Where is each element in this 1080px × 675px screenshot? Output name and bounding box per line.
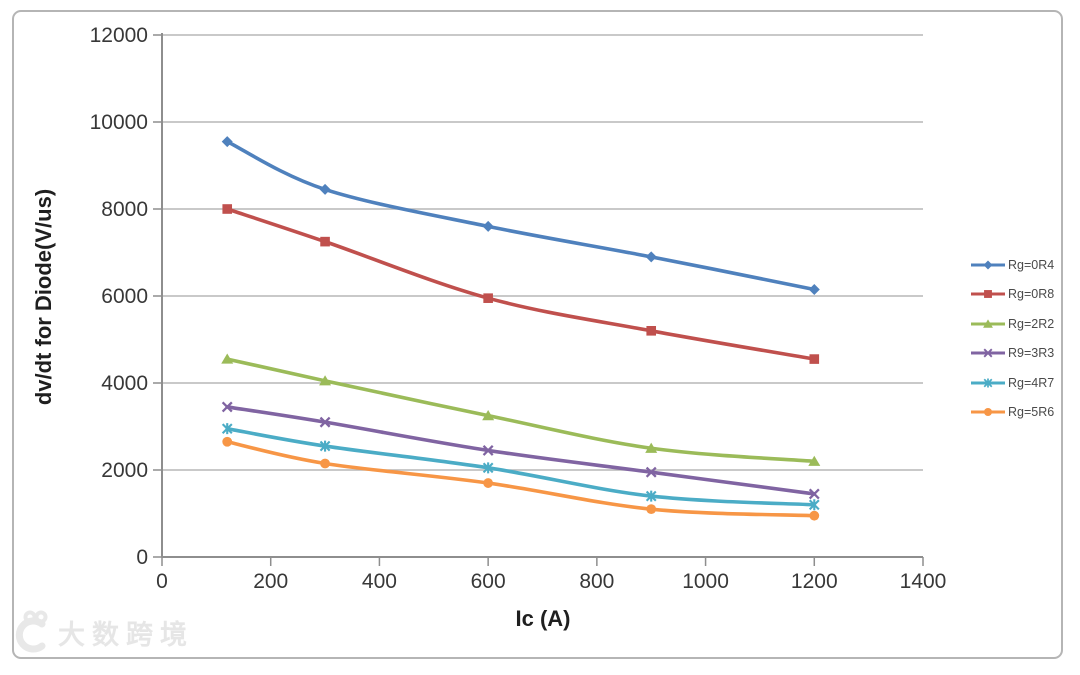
marker-asterisk-icon bbox=[645, 490, 657, 502]
y-tick-label: 12000 bbox=[90, 24, 148, 47]
marker-asterisk-icon bbox=[319, 440, 331, 452]
marker-asterisk-icon bbox=[482, 462, 494, 474]
y-tick-label: 8000 bbox=[101, 198, 148, 221]
marker-x-icon bbox=[983, 348, 993, 358]
watermark-logo-icon bbox=[15, 610, 48, 653]
marker-circle-icon bbox=[646, 504, 657, 515]
x-axis-title: Ic (A) bbox=[515, 606, 571, 631]
legend-label: Rg=0R4 bbox=[1008, 257, 1055, 272]
marker-triangle-icon bbox=[319, 375, 332, 386]
series-line-Rg=0R4 bbox=[225, 139, 817, 292]
legend-key-icon bbox=[971, 378, 1005, 388]
y-tick-label: 6000 bbox=[101, 285, 148, 308]
chart-frame bbox=[12, 10, 1063, 659]
marker-square-icon bbox=[646, 326, 657, 336]
marker-asterisk-icon bbox=[983, 378, 993, 388]
x-tick-label: 200 bbox=[253, 570, 288, 593]
marker-triangle-icon bbox=[221, 353, 234, 364]
marker-diamond-icon bbox=[221, 136, 233, 148]
watermark-text: 大数跨境 bbox=[58, 619, 194, 650]
marker-diamond-icon bbox=[808, 283, 820, 295]
marker-triangle-icon bbox=[983, 319, 993, 328]
y-tick-label: 10000 bbox=[90, 111, 148, 134]
legend-item: R9=3R3 bbox=[971, 339, 1054, 369]
series-line-Rg=5R6 bbox=[225, 439, 817, 518]
legend-label: Rg=2R2 bbox=[1008, 316, 1055, 331]
x-tick-label: 800 bbox=[579, 570, 614, 593]
x-tick-label: 400 bbox=[362, 570, 397, 593]
legend-key-icon bbox=[971, 408, 1005, 417]
legend-item: Rg=4R7 bbox=[971, 368, 1054, 398]
marker-square-icon bbox=[809, 354, 820, 364]
y-tick-label: 2000 bbox=[101, 459, 148, 482]
legend-item: Rg=0R8 bbox=[971, 280, 1054, 310]
legend-label: R9=3R3 bbox=[1008, 346, 1055, 361]
marker-asterisk-icon bbox=[221, 423, 233, 435]
x-tick-label: 0 bbox=[156, 570, 168, 593]
marker-circle-icon bbox=[809, 510, 820, 521]
marker-triangle-icon bbox=[808, 455, 821, 466]
legend-key-icon bbox=[971, 348, 1005, 358]
marker-diamond-icon bbox=[482, 220, 494, 232]
marker-triangle-icon bbox=[645, 442, 658, 453]
marker-square-icon bbox=[984, 290, 992, 299]
legend: Rg=0R4 Rg=0R8 Rg=2R2 R9=3R3 Rg=4R7 Rg=5R6 bbox=[971, 250, 1054, 427]
marker-square-icon bbox=[222, 204, 233, 214]
x-tick-label: 1400 bbox=[900, 570, 947, 593]
marker-diamond-icon bbox=[983, 260, 993, 270]
legend-label: Rg=5R6 bbox=[1008, 405, 1055, 420]
legend-item: Rg=0R4 bbox=[971, 250, 1054, 280]
legend-key-icon bbox=[971, 290, 1005, 299]
marker-circle-icon bbox=[983, 408, 993, 417]
marker-triangle-icon bbox=[482, 410, 495, 421]
legend-label: Rg=4R7 bbox=[1008, 375, 1055, 390]
marker-square-icon bbox=[483, 293, 493, 303]
y-tick-label: 4000 bbox=[101, 372, 148, 395]
watermark: 大数跨境 bbox=[6, 608, 194, 656]
marker-circle-icon bbox=[483, 478, 494, 488]
x-tick-label: 1000 bbox=[682, 570, 729, 593]
y-tick-label: 0 bbox=[136, 546, 148, 569]
legend-key-icon bbox=[971, 319, 1005, 328]
marker-asterisk-icon bbox=[808, 499, 820, 511]
marker-x-icon bbox=[808, 488, 820, 500]
legend-item: Rg=5R6 bbox=[971, 398, 1054, 428]
marker-diamond-icon bbox=[645, 251, 657, 263]
legend-label: Rg=0R8 bbox=[1008, 287, 1055, 302]
y-axis-title: dv/dt for Diode(V/us) bbox=[31, 188, 56, 406]
series-line-Rg=4R7 bbox=[225, 426, 817, 507]
marker-x-icon bbox=[645, 466, 657, 478]
marker-x-icon bbox=[482, 445, 494, 456]
legend-item: Rg=2R2 bbox=[971, 309, 1054, 339]
marker-circle-icon bbox=[222, 436, 233, 447]
marker-square-icon bbox=[320, 236, 330, 247]
series-line-R9=3R3 bbox=[225, 405, 817, 496]
marker-x-icon bbox=[319, 416, 331, 428]
marker-diamond-icon bbox=[319, 183, 331, 195]
x-tick-label: 600 bbox=[471, 570, 506, 593]
marker-circle-icon bbox=[320, 458, 330, 469]
x-tick-label: 1200 bbox=[791, 570, 838, 593]
marker-x-icon bbox=[221, 401, 233, 413]
legend-key-icon bbox=[971, 260, 1005, 270]
